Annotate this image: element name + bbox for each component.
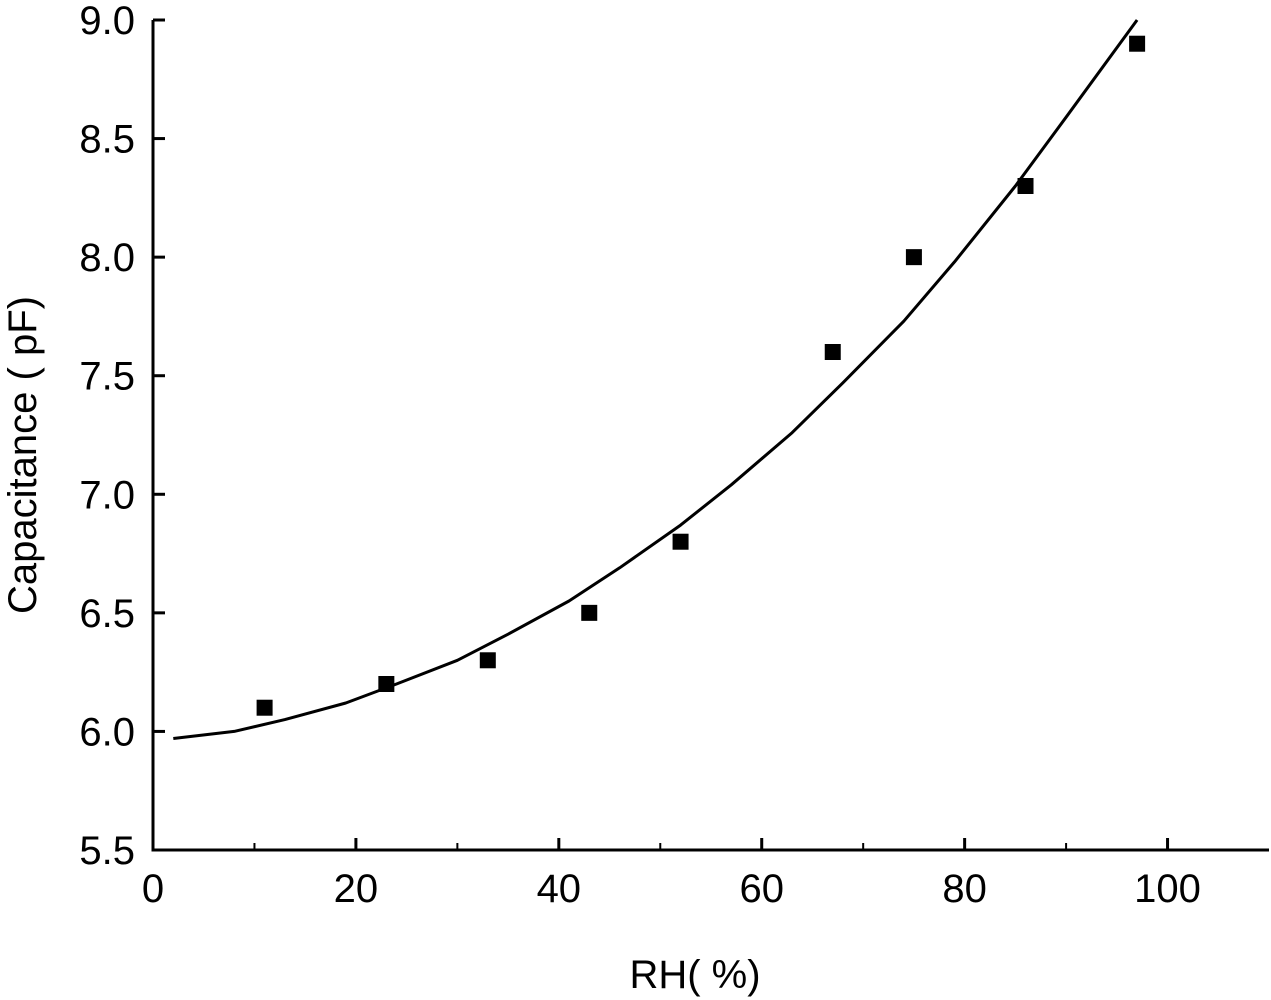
fit-curve-group	[173, 19, 1139, 740]
data-point	[824, 344, 841, 360]
y-tick-label: 6.5	[79, 592, 135, 636]
x-tick-label: 80	[942, 867, 987, 911]
data-point	[672, 533, 689, 550]
fit-curve	[173, 19, 1139, 740]
axis-frame	[151, 20, 1269, 852]
axis-ticks	[151, 18, 1170, 852]
plot-axes	[151, 20, 1269, 852]
data-point	[905, 249, 922, 266]
data-point	[1129, 35, 1146, 52]
tick-labels: 0 20 40 60 80 100 5.5 6.0 6.5 7.0 7.5 8.0 8.5 9.0	[79, 0, 1201, 911]
y-tick-label: 5.5	[79, 829, 135, 873]
x-tick-label: 40	[537, 867, 582, 911]
x-axis-title: RH( %)	[629, 953, 760, 997]
data-points-group	[256, 35, 1146, 716]
data-point	[378, 676, 395, 692]
y-tick-label: 7.0	[79, 473, 135, 517]
data-point	[256, 699, 273, 716]
x-tick-label: 60	[739, 867, 784, 911]
x-tick-label: 0	[142, 867, 164, 911]
y-tick-label: 9.0	[79, 0, 135, 43]
y-axis-title: Capacitance ( pF)	[1, 296, 45, 614]
data-point	[1017, 178, 1034, 194]
x-tick-label: 20	[334, 867, 379, 911]
y-tick-label: 8.5	[79, 118, 135, 162]
x-tick-label: 100	[1134, 867, 1201, 911]
y-tick-label: 8.0	[79, 236, 135, 280]
data-point	[479, 652, 496, 669]
y-tick-label: 6.0	[79, 710, 135, 754]
y-tick-label: 7.5	[79, 355, 135, 399]
data-point	[581, 604, 598, 621]
